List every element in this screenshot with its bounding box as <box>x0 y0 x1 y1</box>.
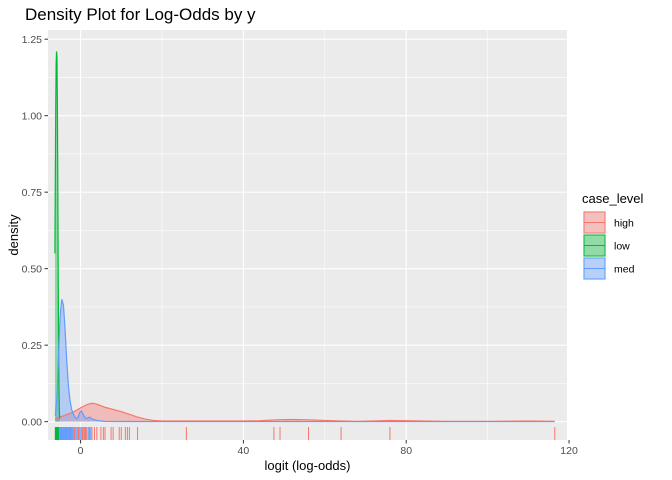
y-axis-title: density <box>6 214 21 256</box>
y-tick-label: 0.00 <box>22 416 43 428</box>
x-tick-label: 120 <box>560 445 578 457</box>
y-tick-label: 0.75 <box>22 187 43 199</box>
density-line-med <box>54 299 555 423</box>
x-tick-label: 0 <box>78 445 84 457</box>
legend-label-high: high <box>614 218 634 230</box>
chart-title: Density Plot for Log-Odds by y <box>25 5 256 24</box>
x-axis-title: logit (log-odds) <box>265 458 351 473</box>
y-axis: 0.00 0.25 0.50 0.75 1.00 1.25 <box>22 34 48 428</box>
plot-panel <box>48 30 567 440</box>
legend-label-low: low <box>614 241 630 253</box>
density-lines <box>54 51 555 423</box>
y-tick-label: 1.00 <box>22 110 43 122</box>
x-tick-label: 80 <box>400 445 412 457</box>
density-areas <box>54 51 555 422</box>
y-tick-label: 1.25 <box>22 34 43 46</box>
density-area-high <box>55 403 555 422</box>
x-tick-label: 40 <box>238 445 250 457</box>
density-line-low <box>54 51 61 419</box>
y-tick-label: 0.25 <box>22 340 43 352</box>
legend-title: case_level <box>582 191 644 206</box>
y-tick-label: 0.50 <box>22 263 43 275</box>
legend: case_level high low med <box>582 191 644 280</box>
rug-marks <box>54 427 556 440</box>
x-axis: 0 40 80 120 <box>78 440 578 457</box>
grid-minor <box>48 30 567 440</box>
density-area-low <box>54 51 60 422</box>
legend-label-med: med <box>614 264 635 276</box>
